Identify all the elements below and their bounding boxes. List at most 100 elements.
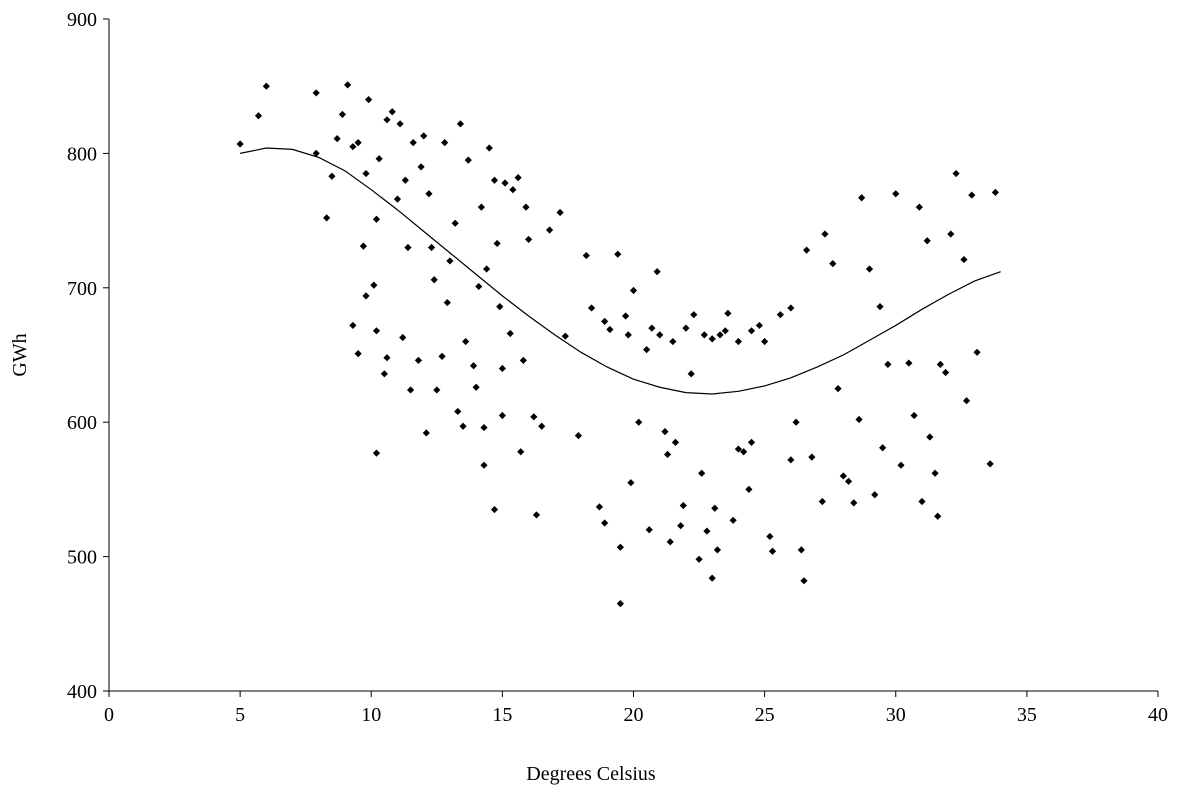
point (766, 532, 774, 541)
point (380, 370, 388, 378)
point (422, 429, 430, 437)
point (561, 332, 569, 340)
point (362, 292, 370, 300)
point (530, 413, 538, 421)
point (493, 239, 501, 248)
point (312, 89, 320, 97)
y-tick-label: 600 (67, 412, 97, 434)
point (703, 527, 711, 535)
point (800, 577, 808, 585)
point (354, 350, 362, 358)
point (349, 143, 357, 151)
point (787, 304, 795, 312)
point (595, 503, 604, 511)
point (601, 317, 609, 325)
point (740, 448, 748, 456)
point (926, 433, 934, 441)
point (506, 329, 514, 338)
y-tick-label: 500 (67, 547, 97, 569)
point (855, 415, 863, 424)
point (858, 194, 866, 202)
point (587, 304, 596, 312)
point (808, 453, 816, 461)
point (399, 333, 407, 342)
point (344, 81, 352, 89)
point (582, 251, 590, 260)
point (629, 286, 638, 295)
point (829, 260, 837, 268)
point (538, 422, 546, 430)
point (359, 242, 367, 250)
point (947, 230, 955, 238)
point (923, 237, 931, 245)
point (962, 397, 971, 405)
point (844, 477, 853, 485)
point (677, 522, 685, 530)
point (708, 574, 716, 582)
point (761, 337, 769, 346)
point (417, 163, 425, 171)
point (372, 215, 381, 223)
point (622, 312, 630, 320)
point (483, 265, 491, 273)
point (682, 324, 690, 332)
point (401, 176, 409, 184)
x-axis-label: Degrees Celsius (526, 763, 656, 785)
point (328, 172, 336, 180)
point (254, 112, 263, 120)
point (485, 144, 493, 152)
point (370, 281, 378, 289)
x-tick-label: 40 (1148, 704, 1168, 726)
point (556, 208, 564, 217)
point (671, 438, 680, 446)
point (498, 364, 506, 373)
point (406, 386, 415, 394)
point (451, 219, 459, 227)
point (960, 255, 968, 264)
point (404, 243, 412, 252)
point (519, 356, 527, 364)
point (821, 230, 829, 238)
point (501, 179, 509, 187)
point (409, 139, 417, 147)
y-tick-label: 900 (67, 9, 97, 31)
point (490, 505, 499, 514)
point (433, 386, 441, 394)
point (892, 190, 900, 198)
point (443, 298, 451, 307)
point (797, 546, 805, 554)
point (910, 411, 918, 420)
point (818, 497, 826, 506)
point (375, 155, 383, 163)
point (312, 149, 320, 157)
y-tick-label: 400 (67, 681, 97, 703)
point (349, 321, 357, 330)
point (514, 173, 522, 182)
point (952, 169, 960, 178)
point (695, 555, 703, 563)
point (879, 444, 887, 452)
point (624, 331, 632, 339)
point (934, 512, 942, 520)
y-axis-label: GWh (9, 333, 31, 376)
point (498, 411, 506, 420)
point (509, 186, 517, 194)
point (834, 385, 842, 393)
x-tick-label: 25 (755, 704, 775, 726)
x-tick-label: 20 (624, 704, 644, 726)
point (871, 491, 879, 499)
point (574, 432, 583, 440)
point (372, 327, 381, 335)
x-tick-label: 30 (886, 704, 906, 726)
point (643, 346, 651, 354)
point (427, 243, 436, 252)
point (480, 423, 488, 432)
point (396, 120, 404, 128)
point (454, 407, 462, 416)
point (941, 368, 950, 377)
point (262, 82, 270, 90)
point (420, 132, 428, 140)
x-tick-label: 35 (1017, 704, 1037, 726)
point (897, 461, 905, 469)
